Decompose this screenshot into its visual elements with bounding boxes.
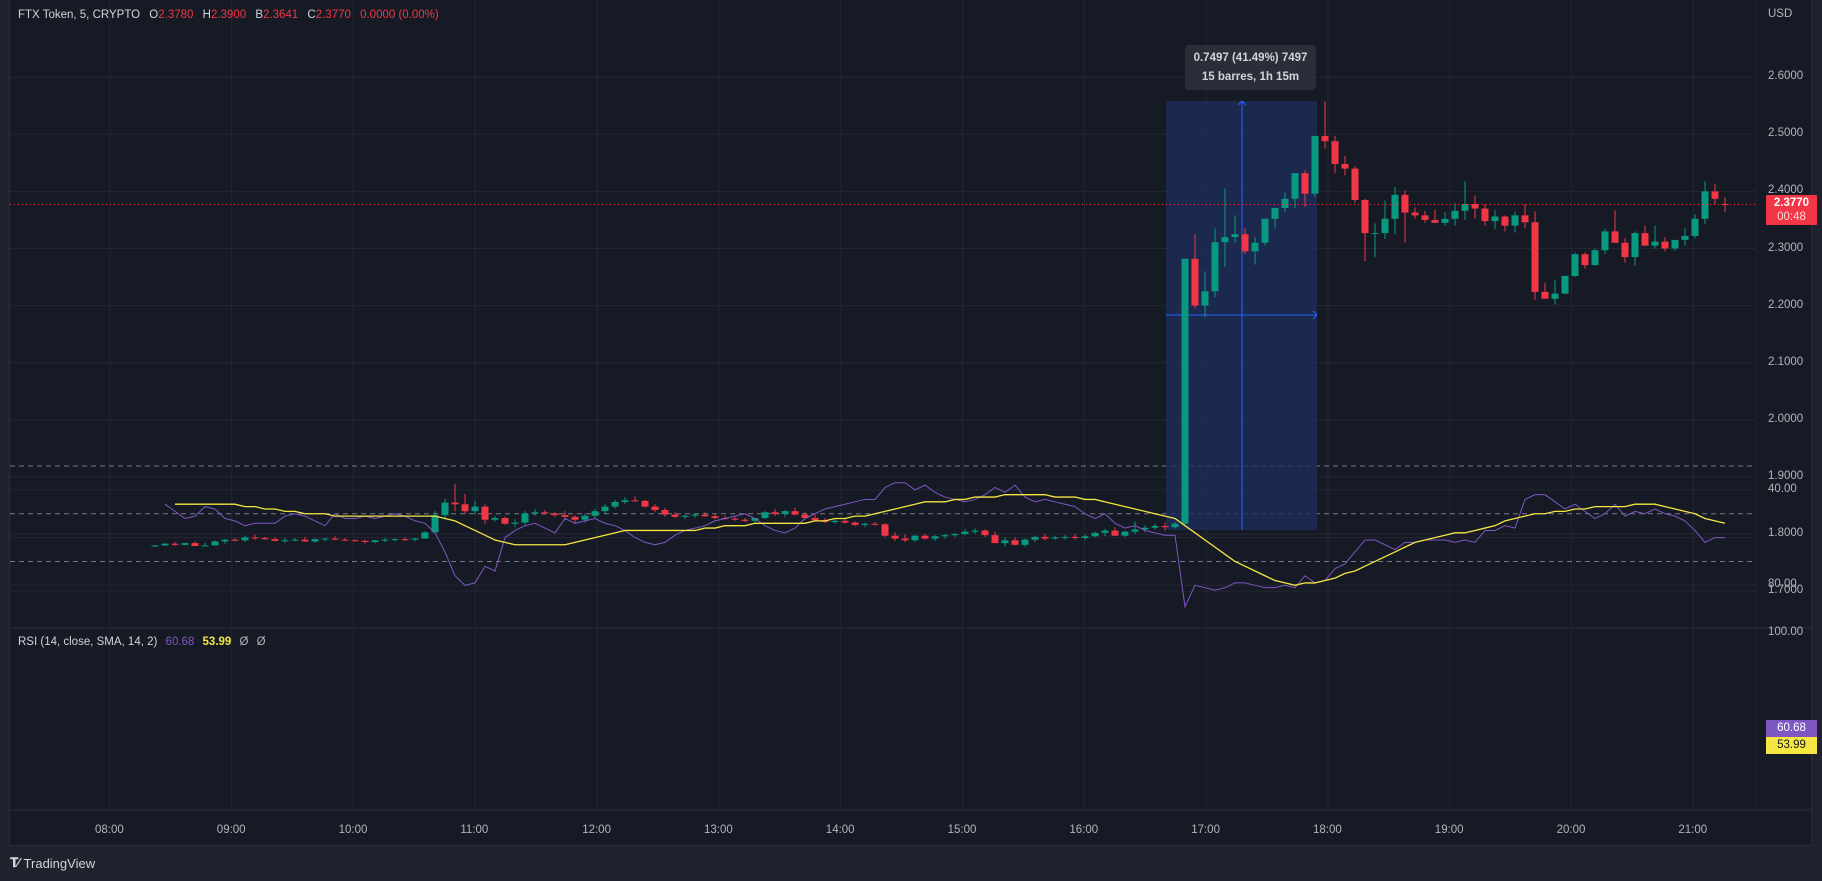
- time-tick: 17:00: [1191, 824, 1220, 836]
- price-tick: 2.4000: [1768, 184, 1804, 197]
- open-value: 2.3780: [158, 9, 194, 21]
- rsi-legend[interactable]: RSI (14, close, SMA, 14, 2) 60.68 53.99 …: [18, 636, 271, 648]
- time-tick: 09:00: [216, 824, 246, 836]
- rsi-sma-tag: 53.99: [1766, 737, 1817, 754]
- close-value: 2.3770: [315, 9, 351, 21]
- price-tick: 1.8000: [1768, 527, 1804, 539]
- price-tick: 2.2000: [1768, 298, 1804, 311]
- price-tick: 1.7000: [1768, 584, 1804, 597]
- price-tick: 2.5000: [1768, 127, 1804, 140]
- price-tick: 1.9000: [1768, 469, 1804, 482]
- symbol-legend[interactable]: FTX Token, 5, CRYPTO O2.3780 H2.3900 B2.…: [18, 9, 439, 21]
- low-label: B: [255, 9, 263, 21]
- rsi-title[interactable]: RSI (14, close, SMA, 14, 2): [18, 636, 158, 648]
- time-tick: 12:00: [582, 824, 611, 836]
- time-tick: 15:00: [947, 824, 977, 836]
- low-value: 2.3641: [263, 9, 299, 21]
- chart-canvas[interactable]: [10, 0, 1813, 846]
- time-tick: 10:00: [338, 824, 368, 836]
- current-price-tag: 2.3770 00:48: [1766, 195, 1817, 225]
- time-tick: 08:00: [95, 824, 124, 836]
- rsi-tick: 40.00: [1768, 482, 1797, 495]
- rsi-na-2: Ø: [256, 636, 266, 648]
- change-value: 0.0000 (0.00%): [360, 9, 439, 21]
- bar-countdown: 00:48: [1777, 211, 1806, 223]
- time-tick: 18:00: [1313, 824, 1342, 836]
- measure-duration: 15 barres, 1h 15m: [1201, 71, 1300, 83]
- price-tick: 2.0000: [1768, 412, 1804, 425]
- brand-name: TradingView: [23, 855, 96, 871]
- rsi-na-1: Ø: [239, 636, 249, 648]
- symbol-name[interactable]: FTX Token, 5, CRYPTO: [18, 9, 141, 21]
- time-tick: 20:00: [1556, 824, 1586, 836]
- high-label: H: [202, 9, 211, 21]
- chart-frame[interactable]: FTX Token, 5, CRYPTO O2.3780 H2.3900 B2.…: [9, 0, 1817, 846]
- time-tick: 19:00: [1434, 824, 1464, 836]
- time-tick: 11:00: [460, 824, 489, 836]
- open-label: O: [149, 9, 159, 21]
- rsi-tick: 80.00: [1768, 578, 1797, 591]
- price-tick: 2.6000: [1768, 70, 1804, 83]
- rsi-value: 60.68: [165, 636, 195, 648]
- currency-label[interactable]: USD: [1768, 8, 1793, 20]
- tradingview-branding[interactable]: 𝐓∕ TradingView: [10, 853, 95, 873]
- measure-change: 0.7497 (41.49%) 7497: [1193, 52, 1308, 64]
- high-value: 2.3900: [210, 9, 247, 21]
- close-label: C: [307, 9, 316, 21]
- tradingview-logo-icon: 𝐓∕: [10, 855, 19, 870]
- time-tick: 14:00: [825, 824, 855, 836]
- measure-tooltip: 0.7497 (41.49%) 7497 15 barres, 1h 15m: [1185, 45, 1316, 90]
- time-tick: 21:00: [1678, 824, 1708, 836]
- price-tick: 2.1000: [1768, 355, 1804, 368]
- rsi-tick: 100.00: [1768, 626, 1804, 638]
- time-tick: 13:00: [704, 824, 733, 836]
- time-tick: 16:00: [1069, 824, 1099, 836]
- rsi-value-tag: 60.68: [1766, 720, 1817, 737]
- rsi-sma-value: 53.99: [202, 636, 232, 648]
- current-price: 2.3770: [1773, 197, 1810, 209]
- price-tick: 2.3000: [1768, 241, 1804, 254]
